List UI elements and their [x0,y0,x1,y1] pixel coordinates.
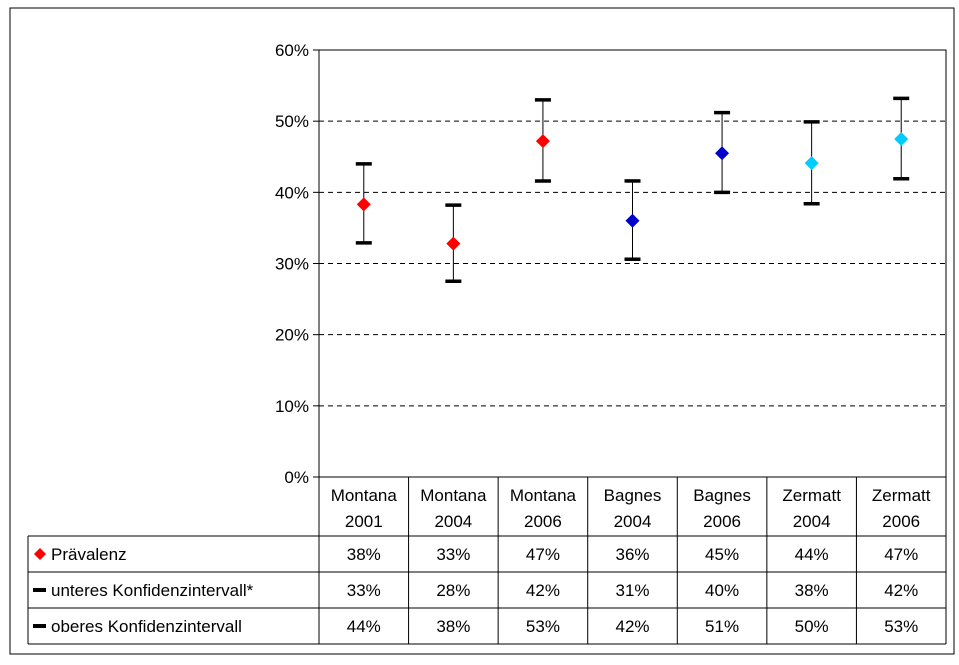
category-label-year: 2001 [345,512,383,531]
category-label-name: Bagnes [693,486,751,505]
category-label-year: 2006 [524,512,562,531]
table-cell-value: 45% [705,545,739,564]
category-label-name: Montana [331,486,398,505]
category-label-name: Montana [510,486,577,505]
category-label-year: 2004 [793,512,831,531]
table-cell-value: 38% [436,617,470,636]
category-label-name: Bagnes [604,486,662,505]
table-cell-value: 53% [884,617,918,636]
table-cell-value: 38% [795,581,829,600]
prevalence-point [715,146,730,161]
table-cell-value: 44% [795,545,829,564]
table-cell-value: 42% [884,581,918,600]
table-cell-value: 44% [347,617,381,636]
table-cell-value: 50% [795,617,829,636]
table-cell-value: 51% [705,617,739,636]
category-label-year: 2004 [434,512,472,531]
y-tick-label: 40% [275,183,309,202]
prevalence-point [804,156,819,171]
y-axis-ticks: 0% 10% 20% 30% 40% 50% 60% [275,41,319,487]
prevalence-point [356,197,371,212]
legend-label: unteres Konfidenzintervall* [51,581,254,600]
prevalence-point [535,134,550,149]
data-table: Montana 2001 Montana 2004 Montana 2006 Bagnes 2… [27,476,947,645]
category-label-year: 2004 [614,512,652,531]
table-cell-value: 36% [615,545,649,564]
error-bars [355,96,910,284]
category-label-year: 2006 [703,512,741,531]
legend-label: oberes Konfidenzintervall [51,617,242,636]
legend-label: Prävalenz [51,545,127,564]
y-tick-label: 20% [275,326,309,345]
gridlines [319,120,946,407]
prevalence-point [446,236,461,251]
table-cell-value: 28% [436,581,470,600]
category-label-name: Zermatt [782,486,841,505]
table-cell-value: 31% [615,581,649,600]
table-cell-value: 42% [526,581,560,600]
table-cell-value: 47% [526,545,560,564]
prevalence-point [625,213,640,228]
y-tick-label: 50% [275,112,309,131]
table-cell-value: 42% [615,617,649,636]
table-cell-value: 47% [884,545,918,564]
y-tick-label: 0% [284,468,309,487]
y-tick-label: 60% [275,41,309,60]
y-tick-label: 30% [275,255,309,274]
table-cell-value: 33% [436,545,470,564]
y-tick-label: 10% [275,397,309,416]
table-cell-value: 38% [347,545,381,564]
markers [356,131,909,251]
category-label-name: Zermatt [872,486,931,505]
table-cell-value: 53% [526,617,560,636]
table-cell-value: 40% [705,581,739,600]
prevalence-point [894,131,909,146]
category-label-year: 2006 [882,512,920,531]
legend-key-diamond [34,548,46,560]
table-cell-value: 33% [347,581,381,600]
category-label-name: Montana [420,486,487,505]
